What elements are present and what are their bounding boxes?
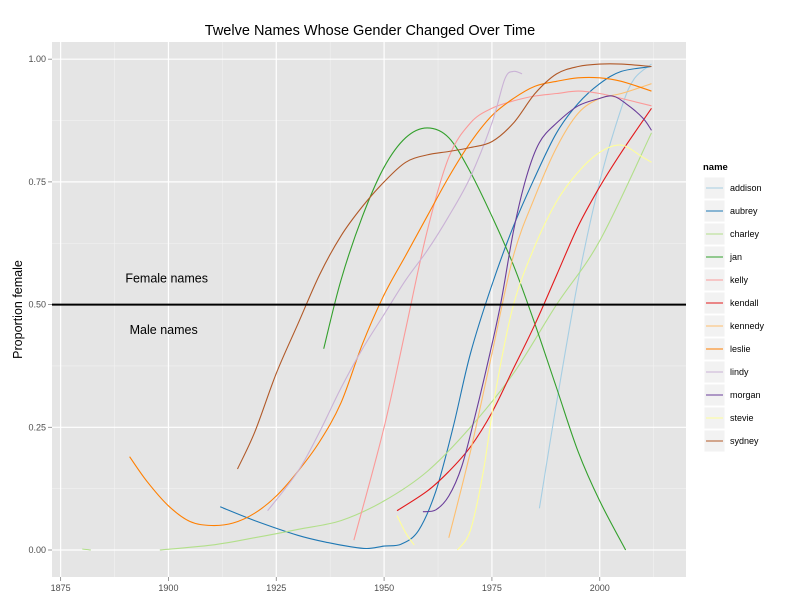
legend-label-kennedy: kennedy [730,321,765,331]
series-line-morgan [422,95,652,513]
legend: name addison aubrey charley jan kelly kendall… [703,162,765,453]
annotations: Female names Male names [125,272,208,338]
x-tick-label: 1925 [266,583,286,593]
legend-title: name [703,162,728,173]
plot-panel [52,42,686,577]
series-line-sydney [237,63,652,470]
legend-label-kelly: kelly [730,275,749,285]
chart-title: Twelve Names Whose Gender Changed Over T… [205,23,535,39]
y-axis-ticks: 0.00 0.25 0.50 0.75 1.00 [28,54,52,555]
y-tick-label: 0.50 [28,300,46,310]
series-line-addison [538,63,652,509]
y-tick-label: 1.00 [28,54,46,64]
legend-label-kendall: kendall [730,298,759,308]
series-line-charley [159,132,652,551]
legend-label-sydney: sydney [730,436,759,446]
series-line-stevie [456,144,652,551]
x-tick-label: 1975 [482,583,502,593]
legend-label-charley: charley [730,229,760,239]
y-tick-label: 0.75 [28,177,46,187]
annotation-label: Male names [130,323,198,337]
x-tick-label: 1875 [51,583,71,593]
y-tick-label: 0.25 [28,422,46,432]
x-tick-label: 1950 [374,583,394,593]
legend-label-morgan: morgan [730,390,761,400]
legend-label-lindy: lindy [730,367,749,377]
x-tick-label: 2000 [590,583,610,593]
y-axis-label: Proportion female [11,260,25,359]
legend-label-aubrey: aubrey [730,206,758,216]
minor-gridlines [52,42,686,577]
series-line-kelly [353,90,652,541]
annotation-label: Female names [125,272,208,286]
legend-label-leslie: leslie [730,344,751,354]
x-axis-ticks: 1875 1900 1925 1950 1975 2000 [51,577,610,593]
series-line-jan [323,127,627,551]
series-line-leslie [129,76,652,527]
series-line-charley [82,548,91,551]
series-lines [82,63,652,551]
x-tick-label: 1900 [158,583,178,593]
legend-label-jan: jan [729,252,742,262]
series-line-lindy [267,70,523,512]
y-tick-label: 0.00 [28,545,46,555]
series-line-stevie [396,515,415,546]
legend-label-stevie: stevie [730,413,754,423]
series-line-kendall [396,107,652,512]
legend-label-addison: addison [730,183,762,193]
